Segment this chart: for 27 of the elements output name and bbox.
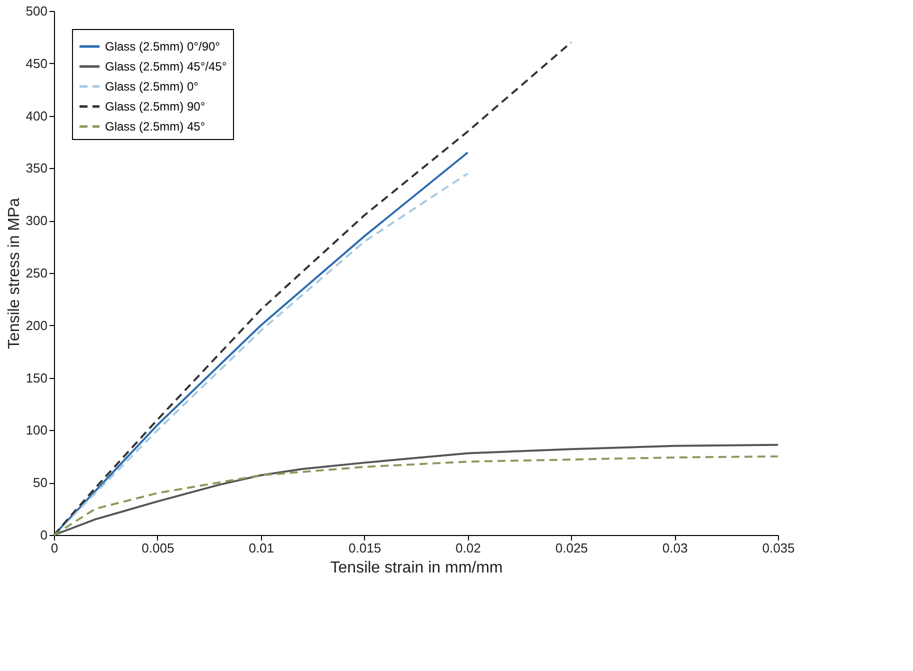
legend-label: Glass (2.5mm) 0° [105,80,199,94]
y-tick-label: 450 [26,56,48,71]
y-tick-label: 200 [26,318,48,333]
y-tick-label: 100 [26,422,48,438]
x-tick-label: 0.03 [662,540,688,556]
x-axis-title: Tensile strain in mm/mm [330,560,503,576]
y-tick-label: 50 [33,475,48,490]
x-tick-label: 0.025 [555,540,588,556]
y-tick-label: 150 [26,370,48,386]
x-tick-label: 0.005 [142,540,174,556]
legend-label: Glass (2.5mm) 0°/90° [105,40,220,54]
legend-label: Glass (2.5mm) 90° [105,100,206,114]
x-tick-label: 0.02 [456,540,481,556]
y-tick-label: 400 [26,108,48,124]
y-tick-label: 0 [40,528,48,542]
legend-label: Glass (2.5mm) 45° [105,120,206,134]
line-series [53,41,572,536]
y-tick-label: 500 [26,4,48,18]
x-tick-label: 0.01 [248,540,274,556]
x-tick-label: 0.035 [762,540,795,556]
x-tick-label: 0 [50,540,58,556]
legend-label: Glass (2.5mm) 45°/45° [105,60,227,74]
x-tick-label: 0.015 [348,540,382,556]
y-axis-title: Tensile stress in MPa [6,198,23,350]
y-tick-label: 250 [26,266,48,280]
y-tick-label: 350 [26,160,48,176]
y-tick-label: 300 [26,213,48,228]
